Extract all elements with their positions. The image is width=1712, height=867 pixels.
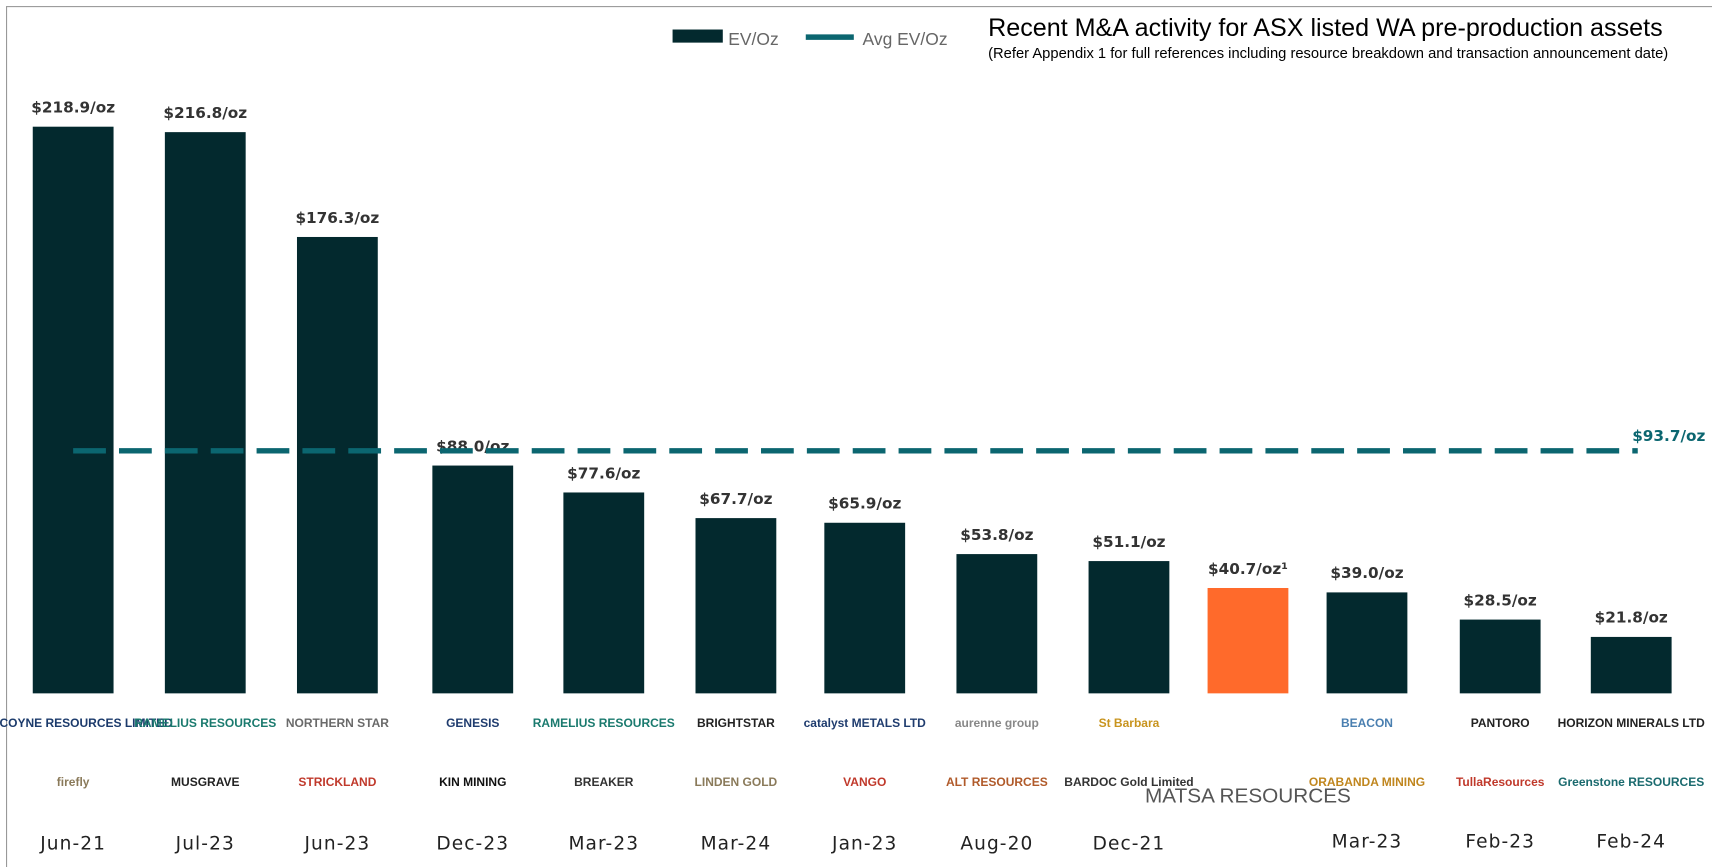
acquirer-logo: GASCOYNE RESOURCES LIMITED [0, 716, 173, 730]
target-logo: TullaResources [1456, 775, 1545, 789]
target-logo: KIN MINING [439, 775, 506, 789]
target-logo: Greenstone RESOURCES [1558, 775, 1704, 789]
bar [432, 465, 514, 694]
bar [1326, 592, 1408, 694]
acquirer-logo: HORIZON MINERALS LTD [1558, 716, 1705, 730]
target-logo: ALT RESOURCES [946, 775, 1048, 789]
target-logo: LINDEN GOLD [695, 775, 778, 789]
x-tick-label: Feb-24 [1596, 831, 1666, 852]
bar [164, 132, 246, 694]
target-logo: VANGO [843, 775, 886, 789]
acquirer-logo: RAMELIUS RESOURCES [134, 716, 276, 730]
x-tick-label: Jun-21 [39, 833, 106, 854]
value-label: $77.6/oz [567, 464, 640, 482]
bar [296, 236, 378, 694]
acquirer-logo: PANTORO [1471, 716, 1530, 730]
acquirer-logo: RAMELIUS RESOURCES [533, 716, 675, 730]
bar [956, 554, 1038, 694]
value-label: $218.9/oz [31, 99, 115, 117]
value-label: $216.8/oz [163, 104, 247, 122]
acquirer-logo: NORTHERN STAR [286, 716, 389, 730]
value-label: $28.5/oz [1464, 591, 1537, 609]
bar [695, 518, 777, 694]
legend-swatch [672, 29, 723, 43]
x-tick-label: Mar-23 [1332, 831, 1403, 852]
target-logo: BARDOC Gold Limited [1064, 775, 1193, 789]
acquirer-logo: BEACON [1341, 716, 1393, 730]
bar [32, 126, 114, 694]
value-label: $21.8/oz [1595, 609, 1668, 627]
legend-label: Avg EV/Oz [863, 29, 948, 49]
x-tick-label: Jan-23 [831, 833, 897, 854]
target-logo: MATSA RESOURCES [1145, 785, 1351, 808]
target-logo: STRICKLAND [298, 775, 376, 789]
x-tick-label: Dec-21 [1093, 833, 1166, 854]
value-label: $67.7/oz [699, 490, 772, 508]
target-logo: firefly [57, 775, 90, 789]
acquirer-logo: catalyst METALS LTD [804, 716, 927, 730]
value-label: $40.7/oz¹ [1208, 560, 1288, 578]
value-label: $39.0/oz [1330, 564, 1403, 582]
average-label: $93.7/oz [1632, 427, 1705, 445]
value-label: $53.8/oz [960, 526, 1033, 544]
chart-title: Recent M&A activity for ASX listed WA pr… [988, 14, 1663, 42]
target-logo: BREAKER [574, 775, 634, 789]
x-tick-label: Dec-23 [436, 833, 509, 854]
frame [6, 6, 1712, 867]
bar [563, 492, 645, 694]
target-logo: ORABANDA MINING [1309, 775, 1425, 789]
x-tick-label: Jun-23 [303, 833, 370, 854]
x-tick-label: Aug-20 [960, 833, 1033, 854]
x-tick-label: Jul-23 [175, 833, 235, 854]
bar [824, 522, 906, 694]
x-tick-label: Feb-23 [1465, 831, 1535, 852]
value-label: $176.3/oz [295, 209, 379, 227]
x-tick-label: Mar-23 [568, 833, 639, 854]
chart-subtitle: (Refer Appendix 1 for full references in… [988, 44, 1669, 62]
bar [1590, 636, 1672, 694]
bar [1459, 619, 1541, 694]
acquirer-logo: BRIGHTSTAR [697, 716, 775, 730]
bar [1088, 561, 1170, 694]
x-tick-label: Mar-24 [701, 833, 772, 854]
target-logo: MUSGRAVE [171, 775, 239, 789]
acquirer-logo: GENESIS [446, 716, 499, 730]
acquirer-logo: aurenne group [955, 716, 1039, 730]
legend-label: EV/Oz [728, 29, 778, 49]
acquirer-logo: St Barbara [1099, 716, 1160, 730]
bar [1207, 587, 1289, 694]
value-label: $51.1/oz [1092, 533, 1165, 551]
value-label: $65.9/oz [828, 495, 901, 513]
subtitle-box: (Refer Appendix 1 for full references in… [988, 44, 1669, 62]
